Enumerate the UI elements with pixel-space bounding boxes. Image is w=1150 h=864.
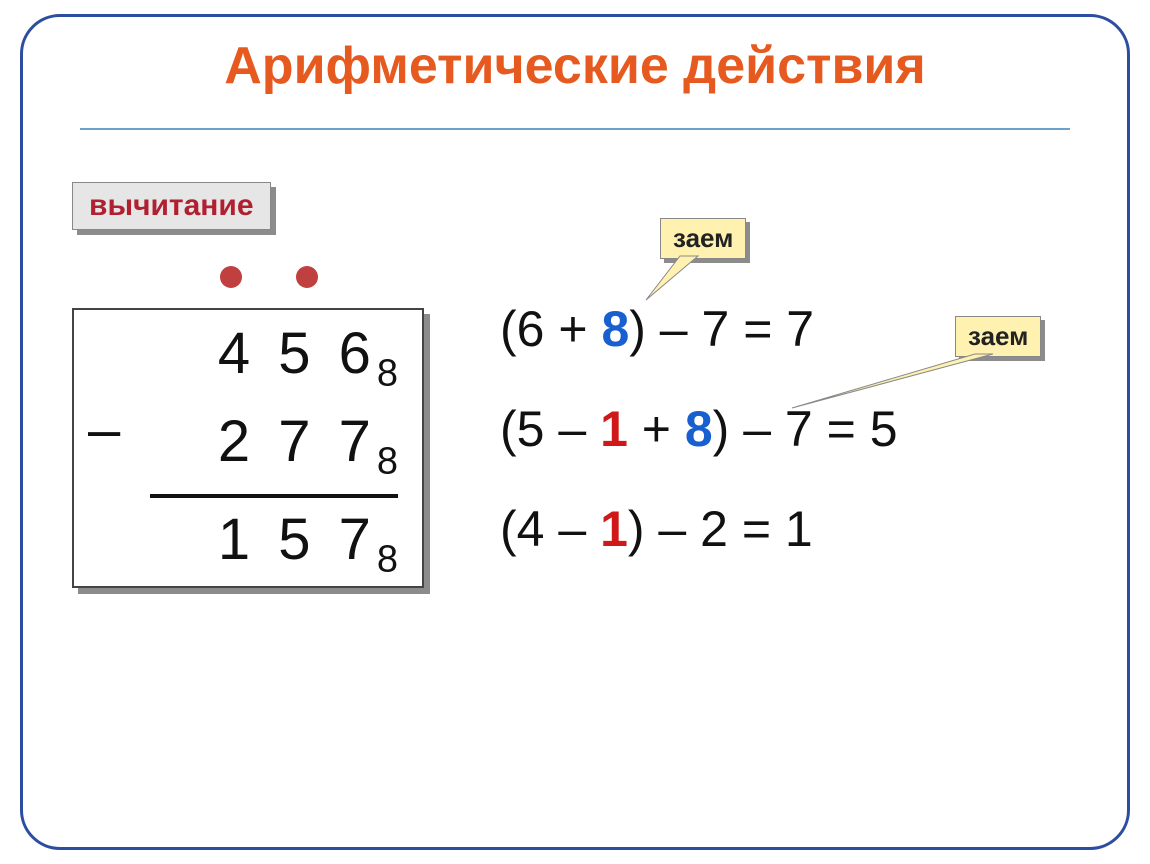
minuend-row: 4 5 68 [218,320,398,396]
equation-segment: (6 + [500,301,601,357]
equation-line: (5 – 1 + 8) – 7 = 5 [500,400,898,458]
borrow-label-badge: заем [660,218,746,259]
slide: Арифметические действия вычитание 4 5 68… [0,0,1150,864]
subtrahend-base: 8 [377,441,398,483]
minus-sign: – [88,396,120,463]
equation-segment: 1 [600,401,628,457]
borrow-dot [220,266,242,288]
equation-segment: ) – 7 = 7 [629,301,814,357]
title-underline [80,128,1070,130]
result-digits: 1 5 7 [218,507,377,572]
equation-segment: 8 [685,401,713,457]
equation-line: (4 – 1) – 2 = 1 [500,500,898,558]
equation-segment: 1 [600,501,628,557]
equation-segment: (5 – [500,401,600,457]
calc-divider-line [150,494,398,498]
equation-segment: ) – 2 = 1 [628,501,813,557]
subtrahend-digits: 2 7 7 [218,409,377,474]
equation-line: (6 + 8) – 7 = 7 [500,300,898,358]
equation-segment: 8 [601,301,629,357]
subtraction-badge: вычитание [72,182,271,230]
result-base: 8 [377,539,398,581]
equation-segment: ) – 7 = 5 [713,401,898,457]
borrow-label-badge: заем [955,316,1041,357]
subtrahend-row: 2 7 78 [218,408,398,484]
equations-area: (6 + 8) – 7 = 7(5 – 1 + 8) – 7 = 5(4 – 1… [500,300,898,600]
borrow-dot [296,266,318,288]
slide-title: Арифметические действия [0,36,1150,96]
result-row: 1 5 78 [218,506,398,582]
equation-segment: + [628,401,685,457]
minuend-base: 8 [377,353,398,395]
minuend-digits: 4 5 6 [218,321,377,386]
calculation-box: 4 5 68 – 2 7 78 1 5 78 [72,308,424,588]
equation-segment: (4 – [500,501,600,557]
